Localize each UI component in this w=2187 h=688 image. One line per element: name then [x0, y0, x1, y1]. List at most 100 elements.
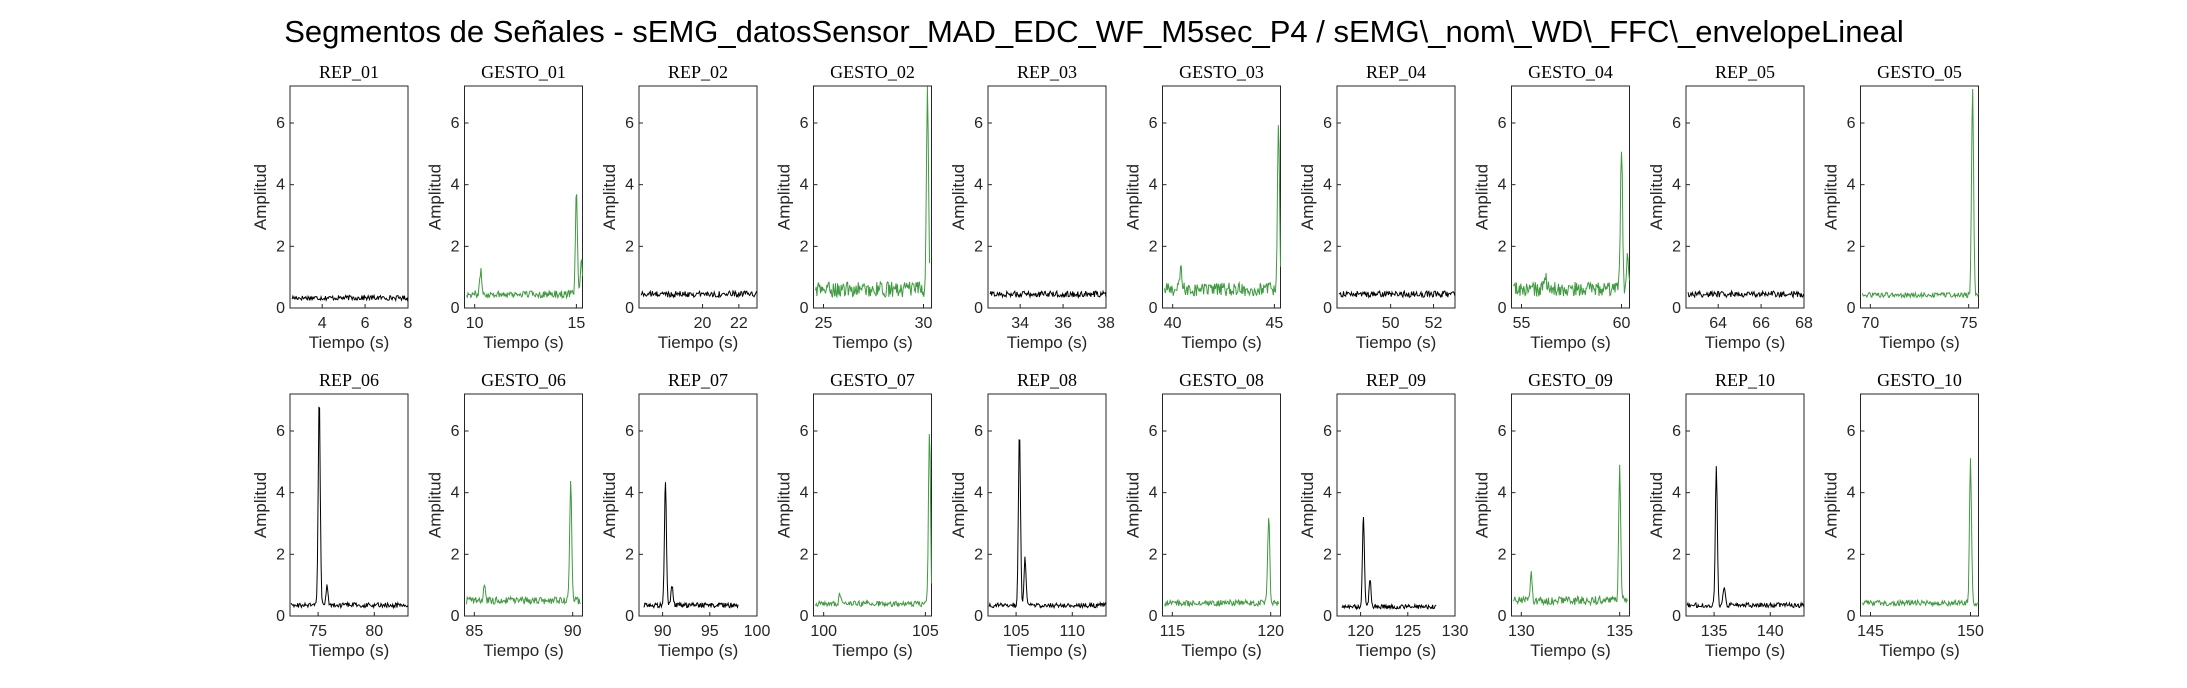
- y-axis-label: Amplitud: [775, 164, 794, 230]
- x-axis-label: Tiempo (s): [1007, 333, 1088, 352]
- x-tick-label: 15: [567, 315, 585, 332]
- signal-line-rep-10: [1686, 466, 1805, 609]
- y-axis-label: Amplitud: [251, 472, 270, 538]
- axes-box: [464, 393, 583, 617]
- x-tick-label: 105: [912, 623, 939, 640]
- x-tick-label: 80: [365, 623, 383, 640]
- y-axis-label: Amplitud: [1647, 164, 1666, 230]
- y-tick-label: 4: [1672, 177, 1681, 194]
- axes-box: [1860, 85, 1979, 309]
- y-tick-label: 2: [451, 238, 460, 255]
- subplot-gesto-05: GESTO_05 70 75 0 2 4 6 Tiempo (s) Amplitud: [1822, 62, 1979, 352]
- y-tick-label: 2: [974, 546, 983, 563]
- subplot-gesto-01: GESTO_01 10 15 0 2 4 6 Tiempo (s) Amplitud: [426, 62, 586, 352]
- axes-box: [1511, 393, 1630, 617]
- subplot-title: GESTO_08: [1179, 370, 1264, 390]
- subplot-title: GESTO_04: [1528, 62, 1613, 82]
- y-axis-label: Amplitud: [949, 472, 968, 538]
- y-tick-label: 4: [625, 485, 634, 502]
- x-axis-label: Tiempo (s): [1705, 333, 1786, 352]
- y-axis-label: Amplitud: [426, 472, 445, 538]
- y-tick-label: 0: [974, 608, 983, 625]
- y-tick-label: 2: [276, 238, 285, 255]
- x-tick-label: 100: [744, 623, 771, 640]
- x-tick-label: 68: [1795, 315, 1813, 332]
- signal-line-rep-09: [1341, 516, 1437, 611]
- x-tick-label: 85: [465, 623, 483, 640]
- y-tick-label: 6: [451, 423, 460, 440]
- y-tick-label: 4: [451, 177, 460, 194]
- y-tick-label: 6: [1149, 423, 1158, 440]
- x-tick-label: 25: [815, 315, 833, 332]
- x-tick-label: 40: [1164, 315, 1182, 332]
- y-axis-label: Amplitud: [1473, 472, 1492, 538]
- y-axis-label: Amplitud: [1473, 164, 1492, 230]
- y-tick-label: 6: [1323, 423, 1332, 440]
- subplot-rep-02: REP_02 20 22 0 2 4 6 Tiempo (s) Amplitud: [600, 62, 758, 352]
- y-tick-label: 2: [1498, 546, 1507, 563]
- x-axis-label: Tiempo (s): [309, 641, 390, 660]
- x-tick-label: 4: [318, 315, 327, 332]
- x-axis-label: Tiempo (s): [658, 641, 739, 660]
- axes-box: [1336, 393, 1456, 617]
- y-tick-label: 4: [800, 485, 809, 502]
- x-tick-label: 110: [1060, 623, 1086, 640]
- y-tick-label: 4: [625, 177, 634, 194]
- y-tick-label: 6: [1847, 115, 1856, 132]
- x-axis-label: Tiempo (s): [1879, 333, 1960, 352]
- y-tick-label: 0: [1149, 608, 1158, 625]
- subplot-title: REP_07: [668, 370, 728, 390]
- x-tick-label: 135: [1701, 623, 1728, 640]
- y-tick-label: 2: [451, 546, 460, 563]
- subplot-rep-09: REP_09 120 125 130 0 2 4 6 Tiempo (s) Amplitud: [1298, 370, 1468, 660]
- x-tick-label: 150: [1957, 623, 1984, 640]
- x-tick-label: 100: [810, 623, 837, 640]
- subplot-title: REP_08: [1017, 370, 1077, 390]
- y-tick-label: 2: [800, 238, 809, 255]
- x-tick-label: 52: [1425, 315, 1443, 332]
- axes-box: [1162, 393, 1281, 617]
- subplot-title: GESTO_05: [1877, 62, 1962, 82]
- signal-line-rep-03: [989, 289, 1107, 299]
- y-tick-label: 2: [1323, 238, 1332, 255]
- x-axis-label: Tiempo (s): [1007, 641, 1088, 660]
- y-tick-label: 6: [1672, 423, 1681, 440]
- y-tick-label: 0: [1498, 608, 1507, 625]
- y-tick-label: 4: [1149, 177, 1158, 194]
- subplot-title: REP_10: [1715, 370, 1775, 390]
- x-axis-label: Tiempo (s): [1356, 641, 1437, 660]
- axes-box: [289, 393, 409, 617]
- y-tick-label: 4: [1498, 485, 1507, 502]
- x-tick-label: 75: [1960, 315, 1978, 332]
- figure-title: Segmentos de Señales - sEMG_datosSensor_…: [284, 14, 1904, 49]
- y-axis-label: Amplitud: [1124, 164, 1143, 230]
- axes-box: [1685, 85, 1805, 309]
- axes-box: [813, 85, 932, 309]
- y-tick-label: 6: [1672, 115, 1681, 132]
- x-axis-label: Tiempo (s): [832, 641, 913, 660]
- y-tick-label: 0: [451, 608, 460, 625]
- y-axis-label: Amplitud: [251, 164, 270, 230]
- y-tick-label: 0: [800, 608, 809, 625]
- x-tick-label: 125: [1394, 623, 1421, 640]
- y-tick-label: 2: [1672, 238, 1681, 255]
- subplot-gesto-07: GESTO_07 100 105 0 2 4 6 Tiempo (s) Amplitud: [775, 370, 939, 660]
- y-tick-label: 2: [1847, 546, 1856, 563]
- subplot-title: REP_05: [1715, 62, 1775, 82]
- subplot-gesto-10: GESTO_10 145 150 0 2 4 6 Tiempo (s) Amplitud: [1822, 370, 1984, 660]
- y-tick-label: 2: [625, 546, 634, 563]
- x-tick-label: 66: [1752, 315, 1770, 332]
- x-axis-label: Tiempo (s): [1530, 641, 1611, 660]
- x-tick-label: 50: [1382, 315, 1400, 332]
- subplot-gesto-02: GESTO_02 25 30 0 2 4 6 Tiempo (s) Amplitud: [775, 62, 933, 352]
- subplot-title: REP_04: [1366, 62, 1426, 82]
- axes-box: [987, 85, 1107, 309]
- signal-line-rep-01: [291, 293, 409, 303]
- axes-box: [289, 85, 409, 309]
- subplot-title: GESTO_06: [481, 370, 566, 390]
- x-tick-label: 70: [1861, 315, 1879, 332]
- subplot-title: REP_09: [1366, 370, 1426, 390]
- y-tick-label: 4: [1498, 177, 1507, 194]
- subplot-rep-03: REP_03 34 36 38 0 2 4 6 Tiempo (s) Amplitud: [949, 62, 1115, 352]
